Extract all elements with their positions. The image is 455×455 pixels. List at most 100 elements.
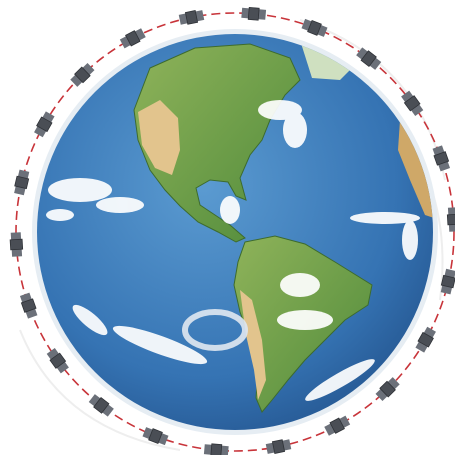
satellite-part <box>282 439 292 451</box>
satellite-part <box>102 404 114 417</box>
satellite-part <box>49 352 67 369</box>
cloud <box>72 304 108 336</box>
satellite-part <box>403 95 421 112</box>
satellite-part <box>56 361 69 374</box>
satellite <box>88 394 114 417</box>
cloud <box>48 178 112 202</box>
andes-desert <box>240 290 266 400</box>
satellite-part <box>369 57 382 70</box>
satellite <box>241 6 267 21</box>
satellite-part <box>93 397 110 414</box>
satellite-part <box>46 348 59 360</box>
satellite-part <box>360 50 377 67</box>
satellite-part <box>440 274 455 289</box>
satellite-part <box>387 377 400 390</box>
satellite-part <box>356 47 368 60</box>
satellite-part <box>433 151 450 166</box>
satellite <box>34 111 55 138</box>
satellite-part <box>82 62 95 75</box>
satellite-part <box>448 224 455 232</box>
satellite <box>265 439 292 454</box>
satellite <box>119 28 146 49</box>
cloud <box>350 212 420 224</box>
satellite <box>446 207 455 232</box>
satellite <box>14 169 30 196</box>
satellite-part <box>329 417 345 434</box>
satellite-part <box>14 175 30 190</box>
north-america <box>133 43 301 243</box>
satellite-part <box>247 6 260 21</box>
satellite-part <box>184 10 199 25</box>
satellites <box>9 6 455 455</box>
satellite-part <box>241 7 250 19</box>
satellite-part <box>271 439 286 454</box>
satellite-part <box>203 444 212 455</box>
cloud <box>305 359 375 401</box>
cloud <box>277 310 333 330</box>
satellite-part <box>265 442 275 454</box>
satellite <box>142 427 169 446</box>
satellite-part <box>9 238 24 251</box>
arc <box>19 329 181 451</box>
clouds <box>46 100 420 401</box>
satellite <box>324 415 351 436</box>
satellite-part <box>11 249 23 257</box>
satellite-part <box>447 207 455 215</box>
satellite <box>356 47 382 70</box>
satellite-part <box>444 268 455 278</box>
satellite-part <box>42 111 55 123</box>
satellite-part <box>339 415 351 428</box>
satellite-part <box>88 394 101 407</box>
satellite <box>19 292 38 319</box>
satellite <box>70 62 95 87</box>
satellite-part <box>415 341 428 353</box>
satellite-part <box>401 90 414 103</box>
satellite-part <box>423 326 436 338</box>
satellite <box>440 268 455 295</box>
satellite-part <box>210 443 223 455</box>
satellite-part <box>10 232 22 240</box>
cloud <box>112 325 208 365</box>
satellite-part <box>20 298 37 313</box>
satellite-part <box>220 445 229 455</box>
satellite-part <box>324 423 336 436</box>
satellite-part <box>375 389 388 402</box>
cloud <box>96 197 144 213</box>
cloud <box>46 209 74 221</box>
cloud <box>283 112 307 148</box>
satellite <box>375 377 400 402</box>
africa-edge <box>398 120 433 220</box>
satellite <box>178 10 205 25</box>
satellite-part <box>148 428 163 445</box>
satellite-part <box>440 285 453 295</box>
satellite-part <box>379 380 396 398</box>
satellite-part <box>70 74 83 87</box>
satellite-part <box>74 66 91 84</box>
satellite <box>46 348 69 374</box>
cloud <box>280 273 320 297</box>
desert-west <box>138 100 180 175</box>
satellite-part <box>36 116 53 133</box>
satellite <box>432 145 451 172</box>
cloud <box>220 196 240 224</box>
satellite-part <box>178 13 188 25</box>
cyclone <box>182 309 248 351</box>
satellite-part <box>411 104 424 116</box>
satellite <box>401 90 424 116</box>
satellite-part <box>119 36 131 49</box>
satellite-part <box>195 10 205 22</box>
satellite-part <box>14 186 26 196</box>
satellite-part <box>125 30 141 47</box>
satellite-part <box>17 169 30 179</box>
satellite-part <box>307 19 322 36</box>
satellite-part <box>34 126 47 138</box>
orbit <box>15 12 455 452</box>
satellite <box>9 232 24 257</box>
satellite <box>301 18 328 37</box>
cloud <box>402 220 418 260</box>
satellite-part <box>134 28 146 41</box>
satellite <box>415 326 436 353</box>
satellite <box>203 443 229 455</box>
